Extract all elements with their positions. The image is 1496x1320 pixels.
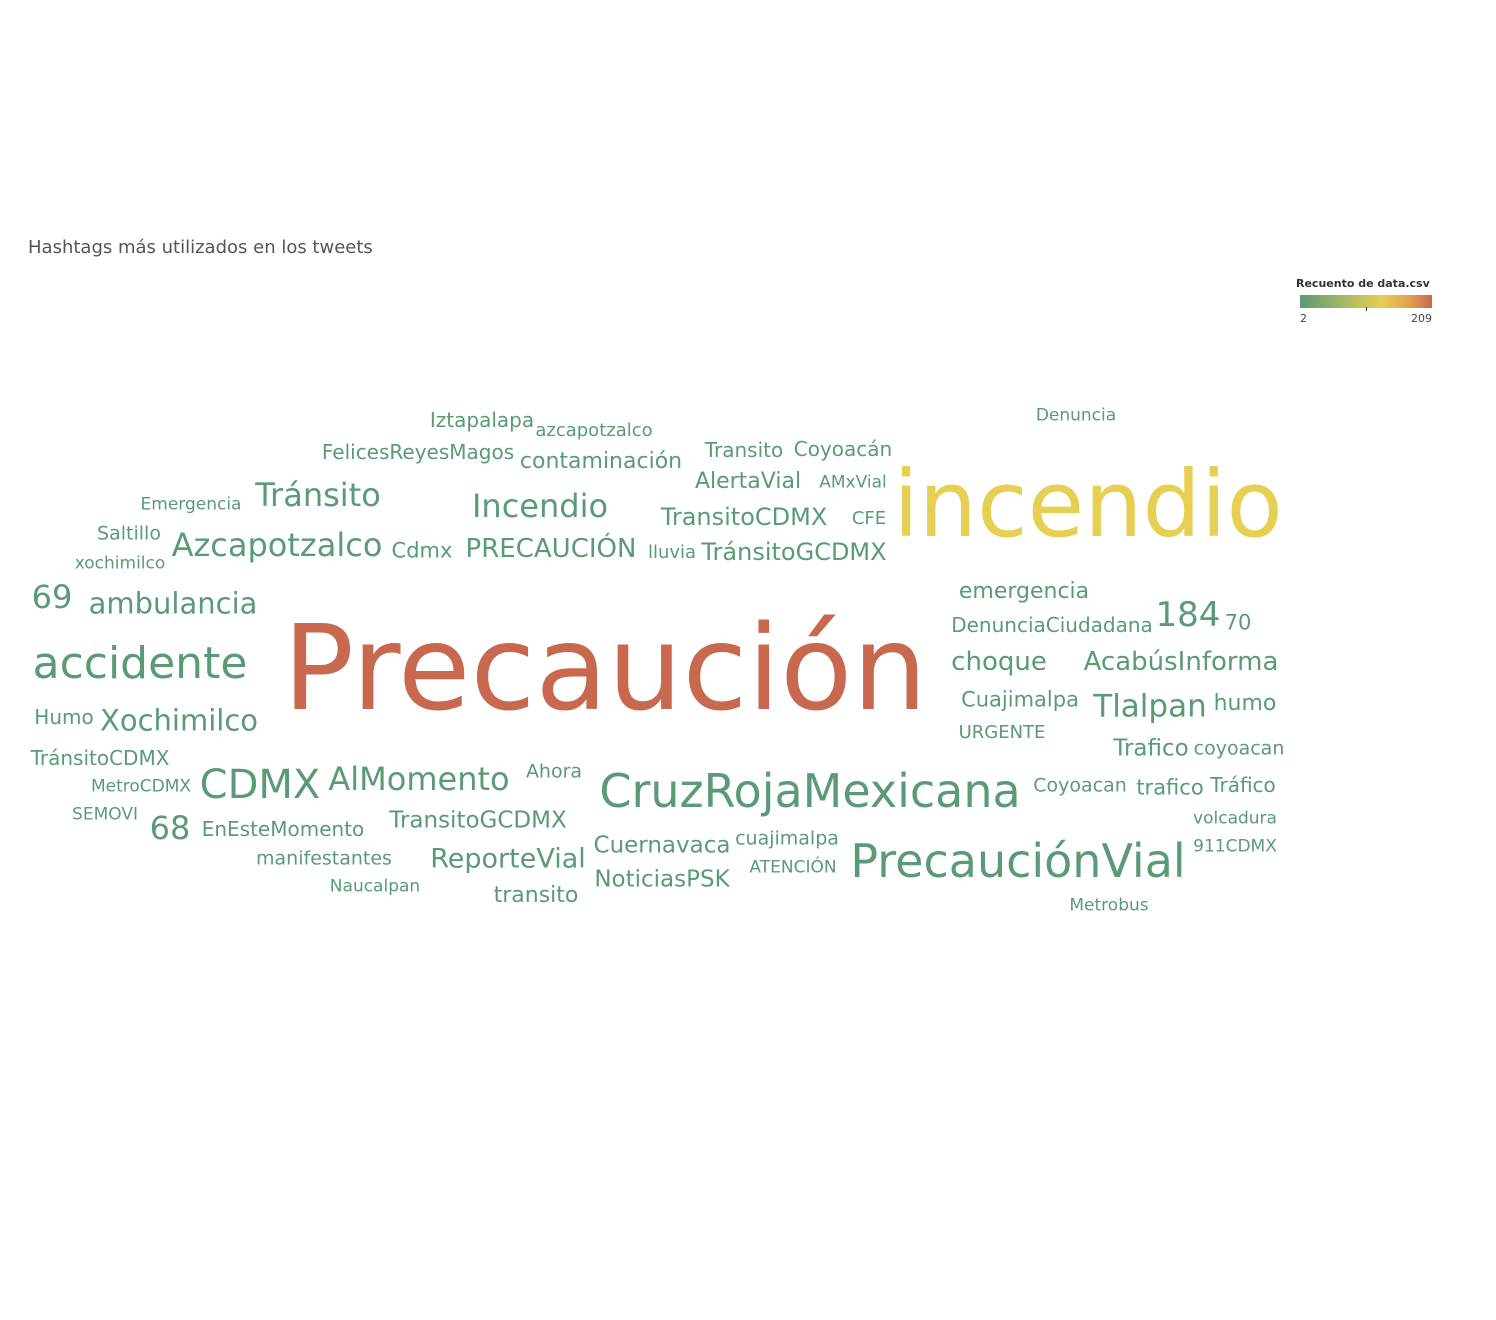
word-16[interactable]: ReporteVial: [430, 843, 586, 875]
color-legend: Recuento de data.csv 2 209: [1296, 277, 1436, 325]
word-37[interactable]: Cdmx: [391, 538, 453, 563]
word-51[interactable]: cuajimalpa: [735, 827, 839, 850]
word-14[interactable]: 69: [31, 578, 73, 616]
word-35[interactable]: FelicesReyesMagos: [321, 440, 515, 464]
word-50[interactable]: URGENTE: [958, 722, 1046, 743]
word-31[interactable]: transito: [493, 883, 579, 908]
word-54[interactable]: Emergencia: [140, 494, 242, 515]
legend-max-label: 209: [1411, 312, 1432, 325]
word-47[interactable]: Coyoacan: [1033, 774, 1127, 797]
word-8[interactable]: Azcapotzalco: [171, 526, 383, 564]
legend-title: Recuento de data.csv: [1296, 277, 1430, 290]
word-3[interactable]: CruzRojaMexicana: [599, 764, 1021, 818]
word-9[interactable]: AlMomento: [328, 760, 510, 798]
word-30[interactable]: Cuajimalpa: [961, 687, 1079, 712]
word-59[interactable]: SEMOVI: [72, 804, 138, 825]
word-21[interactable]: choque: [951, 647, 1047, 677]
word-5[interactable]: CDMX: [199, 762, 321, 808]
word-44[interactable]: Saltillo: [97, 522, 161, 545]
word-49[interactable]: coyoacan: [1193, 737, 1285, 760]
word-23[interactable]: AlertaVial: [694, 469, 802, 494]
chart-title: Hashtags más utilizados en los tweets: [28, 237, 373, 258]
legend-gradient-bar: [1300, 295, 1432, 308]
word-28[interactable]: Trafico: [1113, 735, 1189, 762]
word-11[interactable]: Xochimilco: [99, 703, 259, 738]
word-27[interactable]: NoticiasPSK: [594, 866, 730, 893]
word-33[interactable]: Transito: [704, 438, 784, 462]
word-17[interactable]: PRECAUCIÓN: [465, 534, 637, 564]
word-32[interactable]: trafico: [1136, 775, 1204, 800]
word-13[interactable]: 184: [1155, 595, 1221, 635]
word-19[interactable]: TransitoCDMX: [660, 503, 828, 531]
word-20[interactable]: TránsitoGCDMX: [701, 538, 887, 566]
word-6[interactable]: Incendio: [471, 487, 609, 525]
word-7[interactable]: Tránsito: [255, 476, 381, 514]
word-25[interactable]: emergencia: [958, 579, 1090, 604]
word-58[interactable]: MetroCDMX: [90, 776, 192, 797]
word-26[interactable]: Cuernavaca: [593, 832, 731, 859]
word-34[interactable]: Coyoacán: [793, 437, 893, 461]
word-64[interactable]: Metrobus: [1069, 895, 1149, 916]
word-12[interactable]: Tlalpan: [1093, 688, 1207, 725]
word-63[interactable]: 911CDMX: [1193, 836, 1277, 857]
word-15[interactable]: 68: [149, 809, 191, 847]
word-45[interactable]: CFE: [851, 508, 887, 529]
word-55[interactable]: xochimilco: [74, 553, 166, 574]
word-61[interactable]: ATENCIÓN: [749, 857, 837, 878]
word-41[interactable]: TránsitoCDMX: [30, 746, 170, 770]
word-57[interactable]: AMxVial: [819, 472, 887, 493]
word-24[interactable]: TransitoGCDMX: [389, 807, 567, 834]
word-52[interactable]: azcapotzalco: [535, 420, 653, 441]
word-43[interactable]: manifestantes: [256, 847, 392, 870]
word-4[interactable]: accidente: [32, 638, 248, 689]
word-42[interactable]: EnEsteMomento: [201, 817, 365, 841]
word-18[interactable]: AcabúsInforma: [1083, 647, 1279, 677]
word-46[interactable]: Ahora: [525, 760, 583, 783]
word-60[interactable]: Naucalpan: [329, 876, 421, 897]
word-29[interactable]: humo: [1213, 691, 1277, 716]
word-36[interactable]: Iztapalapa: [429, 408, 535, 432]
word-56[interactable]: lluvia: [647, 542, 697, 563]
word-40[interactable]: Humo: [34, 705, 94, 729]
word-53[interactable]: Denuncia: [1035, 405, 1117, 426]
word-39[interactable]: 70: [1224, 610, 1252, 635]
word-48[interactable]: Tráfico: [1210, 773, 1276, 797]
legend-min-label: 2: [1300, 312, 1307, 325]
word-38[interactable]: DenunciaCiudadana: [951, 613, 1153, 637]
word-62[interactable]: volcadura: [1193, 808, 1277, 829]
word-2[interactable]: PrecauciónVial: [850, 834, 1186, 888]
word-0[interactable]: Precaución: [282, 599, 928, 737]
legend-tick: [1366, 307, 1367, 311]
word-22[interactable]: contaminación: [519, 449, 683, 474]
word-1[interactable]: incendio: [893, 451, 1283, 558]
word-10[interactable]: ambulancia: [88, 586, 258, 621]
